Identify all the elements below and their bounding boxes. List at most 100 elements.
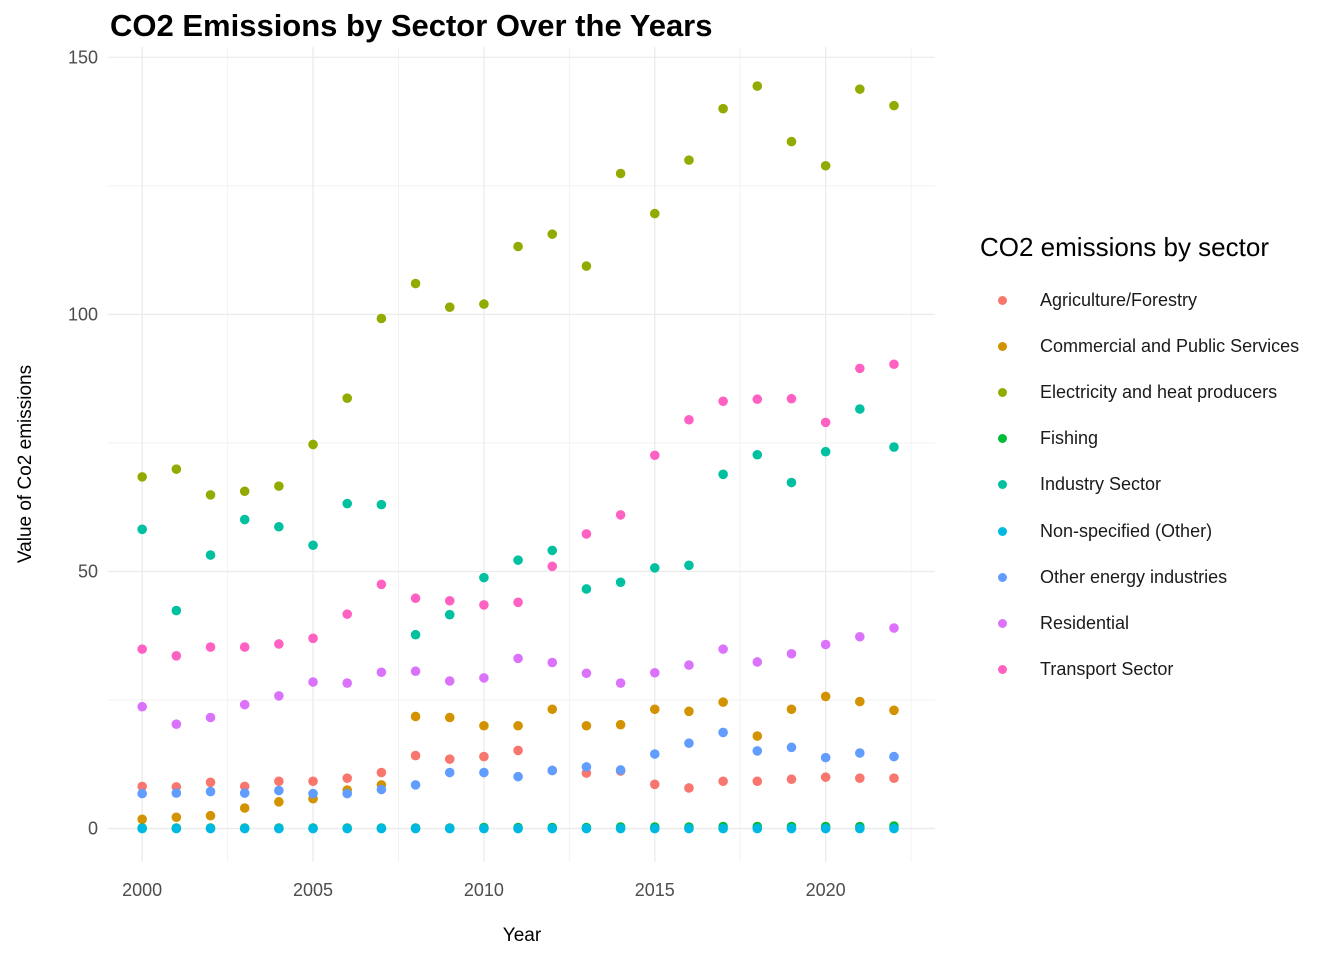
data-point [684,783,694,793]
data-point [889,442,899,452]
legend-item: Agriculture/Forestry [980,277,1299,323]
data-point [752,731,763,741]
data-point [718,469,728,480]
data-point [649,749,660,759]
y-tick-label: 50 [78,561,98,581]
data-point [649,823,660,834]
legend-dot [998,480,1007,490]
data-point [479,299,489,309]
data-point [649,667,660,678]
data-point [889,623,899,633]
data-point [205,550,216,560]
data-point [786,704,797,715]
data-point [410,278,421,289]
data-point [274,691,284,701]
data-point [855,404,865,414]
x-axis-title: Year [503,925,542,946]
x-tick-label: 2020 [806,880,846,900]
data-point [171,812,182,823]
legend-label: Non-specified (Other) [1040,520,1213,541]
data-point [684,414,694,425]
data-point [513,720,523,731]
data-point [410,711,421,722]
data-point [889,100,899,111]
legend-label: Electricity and heat producers [1040,381,1278,402]
data-point [239,699,250,710]
data-point [137,701,147,712]
x-tick-label: 2010 [464,880,504,900]
data-point [820,446,831,457]
data-point [752,449,763,460]
legend-item: Commercial and Public Services [980,323,1299,369]
data-point [308,776,318,787]
legend-item: Non-specified (Other) [980,508,1299,554]
data-point [581,584,592,594]
legend-dot [998,341,1007,351]
data-point [239,803,250,813]
data-point [410,823,421,834]
data-point [684,560,694,571]
data-point [547,823,558,834]
data-point [205,712,216,723]
data-point [444,754,455,764]
data-point [239,642,250,652]
data-point [615,823,626,834]
data-point [410,750,421,761]
data-point [855,696,865,707]
data-point [718,697,728,707]
x-tick-label: 2015 [635,880,675,900]
data-point [137,644,147,654]
legend: CO2 emissions by sector Agriculture/Fore… [980,232,1299,693]
legend-label: Agriculture/Forestry [1040,289,1198,310]
data-point [137,472,147,482]
data-point [444,767,455,778]
data-point [479,767,489,778]
data-point [718,103,728,114]
data-point [444,609,455,620]
data-point [889,705,899,716]
legend-item: Industry Sector [980,462,1299,508]
data-point [786,742,797,753]
data-point [513,745,523,756]
legend-item: Residential [980,600,1299,646]
data-point [239,486,250,497]
data-point [718,396,728,407]
data-point [205,786,216,797]
data-point [581,529,592,539]
data-point [513,823,523,834]
data-point [479,751,489,762]
grid-major [108,47,935,862]
legend-item: Transport Sector [980,647,1299,693]
data-point [342,788,353,799]
legend-dot [998,295,1007,305]
legend-items: Agriculture/Forestry Commercial and Publi… [980,277,1299,693]
data-point [171,719,182,729]
data-point [239,514,250,525]
data-point [547,229,558,239]
data-point [615,678,626,688]
data-point [752,746,763,756]
data-point [718,823,728,834]
y-tick-label: 150 [68,47,98,67]
data-point [752,394,763,405]
legend-dot [998,618,1007,628]
data-point [342,609,353,619]
data-point [205,810,216,821]
data-point [342,498,353,509]
data-point [786,823,797,834]
data-point [513,597,523,608]
data-point [171,788,182,798]
data-point [513,771,523,782]
legend-label: Industry Sector [1040,474,1162,495]
data-point [547,765,558,776]
data-point [547,704,558,715]
data-point [171,605,182,616]
data-point [410,629,421,640]
data-point [649,704,660,715]
data-point [752,823,763,834]
legend-dot [998,526,1007,536]
data-point [581,823,592,834]
data-point [855,773,865,783]
data-point [820,691,831,702]
data-point [274,481,284,491]
